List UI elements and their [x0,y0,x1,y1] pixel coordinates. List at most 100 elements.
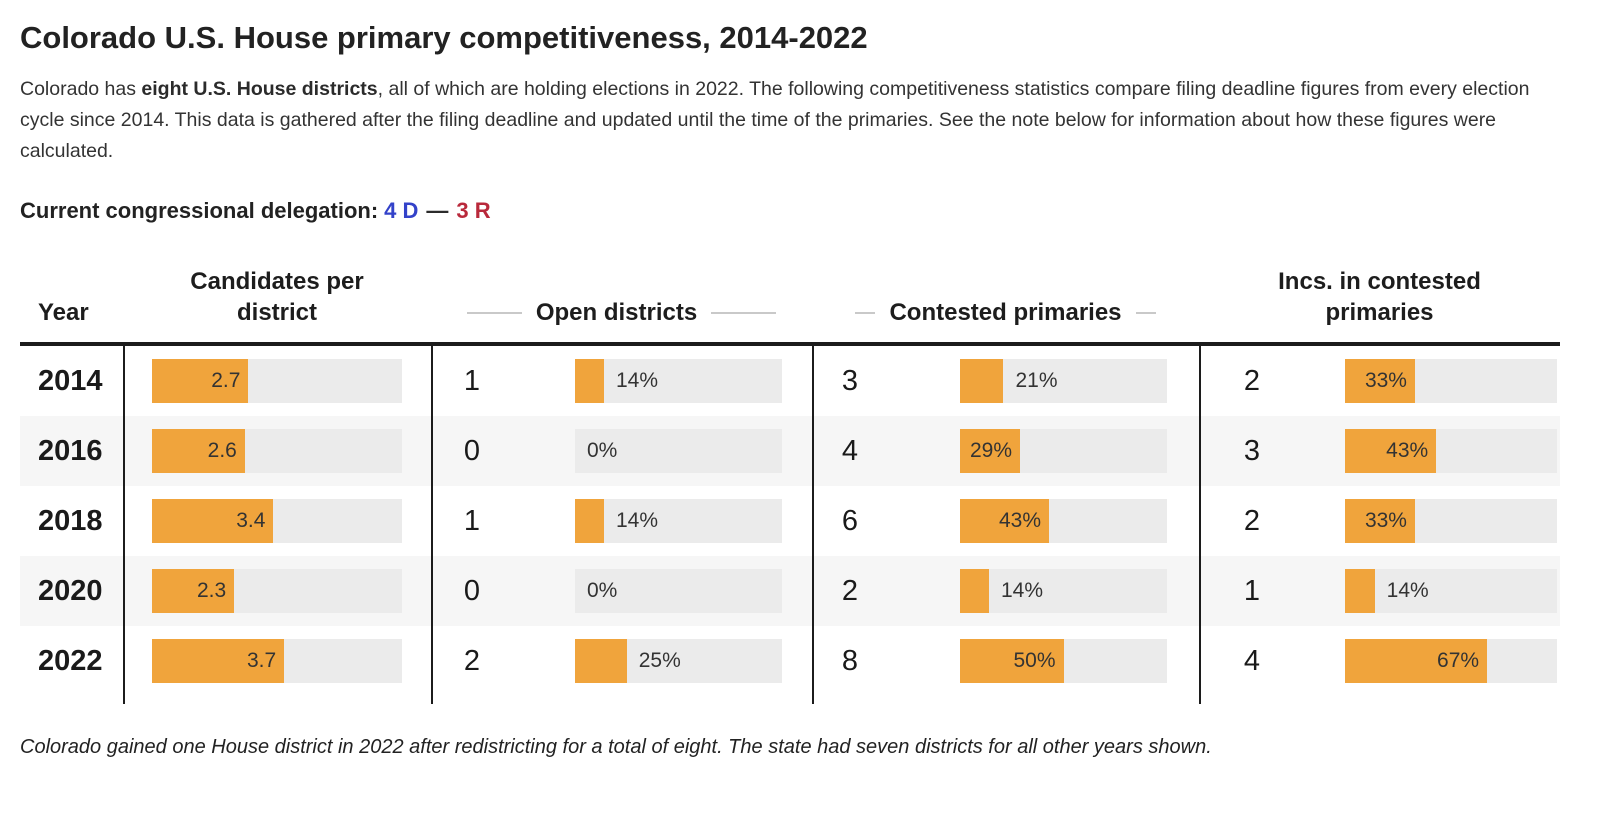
candidates-bar: 2.7 [152,359,402,403]
intro-bold: eight U.S. House districts [141,78,378,100]
contested-primaries-count: 2 [841,574,859,607]
column-separator [123,346,125,704]
delegation-label: Current congressional delegation: [20,198,379,223]
bar-value-label: 0% [587,439,618,462]
column-header-year: Year [38,299,89,326]
bar-fill [1345,499,1415,543]
column-header-open-districts-label: Open districts [535,299,698,326]
delegation-dash: — [426,198,449,223]
contested-primaries-count: 8 [841,644,859,677]
competitiveness-table: Year Candidates per district Open distri… [20,266,1560,704]
decorative-line [855,311,876,314]
incs-count: 1 [1243,574,1261,607]
contested-primaries-cell: 4 29% [812,429,1199,473]
bar-track [1345,569,1557,613]
bar-track [575,359,782,403]
bar-fill [1345,429,1437,473]
year-cell: 2016 [38,434,103,467]
bar-value-label: 14% [1386,579,1429,602]
decorative-line [466,311,522,314]
bar-value-label: 2.7 [211,369,241,392]
table-row: 2018 3.4 1 14% 6 43% 2 33% [20,486,1560,556]
bar-value-label: 21% [1015,369,1058,392]
bar-value-label: 43% [1386,439,1429,462]
contested-primaries-count: 3 [841,364,859,397]
table-row: 2020 2.3 0 0% 2 14% 1 14% [20,556,1560,626]
year-cell: 2014 [38,364,103,397]
page-title: Colorado U.S. House primary competitiven… [20,20,868,55]
bar-fill [152,429,245,473]
democratic-count: 4 D [384,198,419,223]
bar-value-label: 43% [998,509,1042,532]
bar-fill [960,639,1064,683]
open-districts-count: 0 [463,574,481,607]
footnote: Colorado gained one House district in 20… [20,736,1212,758]
open-districts-bar: 14% [575,499,782,543]
table-row: 2022 3.7 2 25% 8 50% 4 67% [20,626,1560,696]
open-districts-cell: 2 25% [431,639,812,683]
contested-primaries-cell: 2 14% [812,569,1199,613]
bar-value-label: 33% [1364,369,1407,392]
open-districts-bar: 25% [575,639,782,683]
open-districts-count: 2 [463,644,481,677]
bar-value-label: 25% [638,649,681,672]
open-districts-count: 1 [463,504,481,537]
open-districts-cell: 1 14% [431,499,812,543]
contested-primaries-cell: 8 50% [812,639,1199,683]
intro-pre: Colorado has [20,78,142,100]
bar-value-label: 0% [587,579,618,602]
open-districts-bar: 14% [575,359,782,403]
table-header-row: Year Candidates per district Open distri… [20,266,1560,346]
bar-fill [1345,569,1375,613]
bar-track [575,499,782,543]
column-header-contested-primaries: Contested primaries [812,297,1199,328]
republican-count: 3 R [456,198,491,223]
bar-value-label: 50% [1013,649,1056,672]
candidates-per-district-cell: 2.7 [123,359,431,403]
bar-fill [575,639,627,683]
bar-value-label: 67% [1437,649,1480,672]
bar-fill [575,359,604,403]
bar-fill [575,499,604,543]
table-row: 2014 2.7 1 14% 3 21% 2 33% [20,346,1560,416]
candidates-bar: 3.4 [152,499,402,543]
candidates-bar: 2.3 [152,569,402,613]
intro-text: Colorado has eight U.S. House districts,… [20,74,1550,167]
bar-fill [1345,359,1415,403]
incs-bar: 14% [1345,569,1557,613]
bar-value-label: 14% [615,369,658,392]
bar-value-label: 2.6 [207,439,237,462]
year-cell: 2018 [38,504,103,537]
contested-primaries-count: 6 [841,504,859,537]
bar-track [960,569,1167,613]
open-districts-bar: 0% [575,429,782,473]
bar-fill [152,569,235,613]
incs-bar: 67% [1345,639,1557,683]
bar-value-label: 3.4 [236,509,266,532]
bar-fill [960,429,1021,473]
bar-fill [960,569,989,613]
contested-primaries-bar: 29% [960,429,1167,473]
open-districts-count: 0 [463,434,481,467]
incs-bar: 33% [1345,359,1557,403]
column-header-open-districts: Open districts [431,297,812,328]
year-cell: 2020 [38,574,103,607]
incs-bar: 33% [1345,499,1557,543]
incs-in-contested-primaries-cell: 2 33% [1199,359,1560,403]
open-districts-count: 1 [463,364,481,397]
contested-primaries-bar: 50% [960,639,1167,683]
decorative-line [1135,311,1156,314]
bar-track [575,429,782,473]
contested-primaries-bar: 43% [960,499,1167,543]
column-header-incs-in-contested-primaries: Incs. in contested primaries [1278,268,1481,326]
bar-fill [960,359,1004,403]
incs-in-contested-primaries-cell: 4 67% [1199,639,1560,683]
table-row: 2016 2.6 0 0% 4 29% 3 43% [20,416,1560,486]
column-header-contested-primaries-label: Contested primaries [889,299,1122,326]
bar-track [575,569,782,613]
contested-primaries-count: 4 [841,434,859,467]
column-separator [1199,346,1201,704]
page: Colorado U.S. House primary competitiven… [20,20,1560,758]
column-header-candidates-per-district: Candidates per district [190,268,364,326]
bar-value-label: 14% [1000,579,1043,602]
